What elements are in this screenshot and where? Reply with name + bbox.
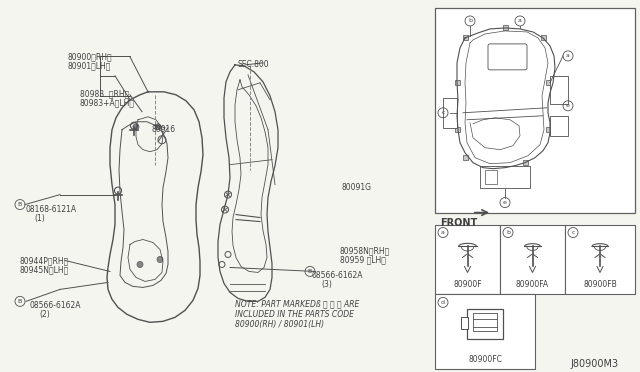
Bar [502, 166, 508, 171]
Text: a: a [518, 19, 522, 23]
Text: J80900M3: J80900M3 [570, 359, 618, 369]
Bar [454, 80, 460, 85]
Text: 80916: 80916 [152, 125, 176, 134]
Text: 08566-6162A: 08566-6162A [30, 301, 81, 310]
Bar [500, 225, 565, 294]
Text: 80958N〈RH〉: 80958N〈RH〉 [340, 247, 390, 256]
Text: d: d [441, 300, 445, 305]
Text: 80944P〈RH〉: 80944P〈RH〉 [20, 256, 69, 266]
Text: a: a [566, 54, 570, 58]
Text: NOTE: PART MARKEDß Ⓑ Ⓒ ⓐ ARE
INCLUDED IN THE PARTS CODE
80900(RH) / 80901(LH): NOTE: PART MARKEDß Ⓑ Ⓒ ⓐ ARE INCLUDED IN… [235, 299, 360, 329]
Circle shape [133, 124, 139, 130]
Text: FRONT: FRONT [440, 218, 477, 228]
Text: c: c [572, 230, 575, 235]
Text: e: e [503, 200, 507, 205]
FancyBboxPatch shape [488, 44, 527, 70]
Bar [443, 98, 457, 128]
Text: B: B [308, 269, 312, 274]
Bar [435, 294, 535, 369]
Text: 80900FB: 80900FB [583, 280, 617, 289]
Bar [454, 127, 460, 132]
Bar [565, 225, 635, 294]
Text: (3): (3) [321, 280, 332, 289]
Bar [467, 309, 503, 339]
Text: 80900F: 80900F [453, 280, 482, 289]
Text: e: e [566, 103, 570, 108]
Text: (2): (2) [39, 310, 50, 320]
Text: a: a [441, 230, 445, 235]
Text: 80900FA: 80900FA [516, 280, 549, 289]
Text: b: b [506, 230, 510, 235]
Text: (1): (1) [34, 214, 45, 222]
Bar [541, 35, 545, 41]
Circle shape [137, 262, 143, 267]
Circle shape [155, 124, 161, 130]
Text: 80983  〈RH〉: 80983 〈RH〉 [80, 90, 129, 99]
Bar [485, 170, 497, 184]
Circle shape [157, 256, 163, 263]
Bar [502, 25, 508, 31]
Bar [435, 225, 500, 294]
Text: B: B [18, 299, 22, 304]
Text: 08168-6121A: 08168-6121A [25, 205, 76, 214]
Text: 80945N〈LH〉: 80945N〈LH〉 [20, 266, 69, 275]
Text: SEC.800: SEC.800 [237, 60, 269, 69]
Bar [435, 8, 635, 212]
Bar [545, 127, 550, 132]
Text: c: c [441, 110, 445, 115]
Text: 80091G: 80091G [342, 183, 372, 192]
Text: 80983+A〈LH〉: 80983+A〈LH〉 [80, 99, 135, 108]
Bar [550, 76, 568, 104]
Bar [493, 166, 497, 171]
Bar [550, 116, 568, 136]
Bar [463, 35, 467, 41]
Bar [545, 80, 550, 85]
Bar [461, 317, 468, 329]
Text: 80900〈RH〉: 80900〈RH〉 [68, 52, 113, 61]
Text: 80900FC: 80900FC [468, 355, 502, 364]
Text: B: B [18, 202, 22, 207]
Text: 08566-6162A: 08566-6162A [312, 272, 364, 280]
Text: 80959 〈LH〉: 80959 〈LH〉 [340, 256, 386, 264]
Bar [463, 155, 467, 160]
Bar [480, 166, 530, 187]
Text: 80901〈LH〉: 80901〈LH〉 [68, 61, 111, 70]
Text: b: b [468, 19, 472, 23]
Bar [522, 160, 527, 165]
Bar [473, 313, 497, 331]
